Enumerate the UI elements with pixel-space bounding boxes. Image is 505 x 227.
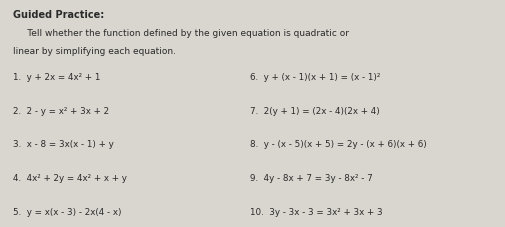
Text: 1.  y + 2x = 4x² + 1: 1. y + 2x = 4x² + 1	[13, 73, 100, 81]
Text: 9.  4y - 8x + 7 = 3y - 8x² - 7: 9. 4y - 8x + 7 = 3y - 8x² - 7	[250, 173, 373, 182]
Text: 3.  x - 8 = 3x(x - 1) + y: 3. x - 8 = 3x(x - 1) + y	[13, 140, 114, 149]
Text: linear by simplifying each equation.: linear by simplifying each equation.	[13, 47, 176, 55]
Text: 5.  y = x(x - 3) - 2x(4 - x): 5. y = x(x - 3) - 2x(4 - x)	[13, 207, 121, 216]
Text: 8.  y - (x - 5)(x + 5) = 2y - (x + 6)(x + 6): 8. y - (x - 5)(x + 5) = 2y - (x + 6)(x +…	[250, 140, 427, 149]
Text: 2.  2 - y = x² + 3x + 2: 2. 2 - y = x² + 3x + 2	[13, 106, 109, 115]
Text: Tell whether the function defined by the given equation is quadratic or: Tell whether the function defined by the…	[13, 28, 348, 37]
Text: 6.  y + (x - 1)(x + 1) = (x - 1)²: 6. y + (x - 1)(x + 1) = (x - 1)²	[250, 73, 380, 81]
Text: 7.  2(y + 1) = (2x - 4)(2x + 4): 7. 2(y + 1) = (2x - 4)(2x + 4)	[250, 106, 380, 115]
Text: 4.  4x² + 2y = 4x² + x + y: 4. 4x² + 2y = 4x² + x + y	[13, 173, 126, 182]
Text: 10.  3y - 3x - 3 = 3x² + 3x + 3: 10. 3y - 3x - 3 = 3x² + 3x + 3	[250, 207, 383, 216]
Text: Guided Practice:: Guided Practice:	[13, 10, 104, 20]
